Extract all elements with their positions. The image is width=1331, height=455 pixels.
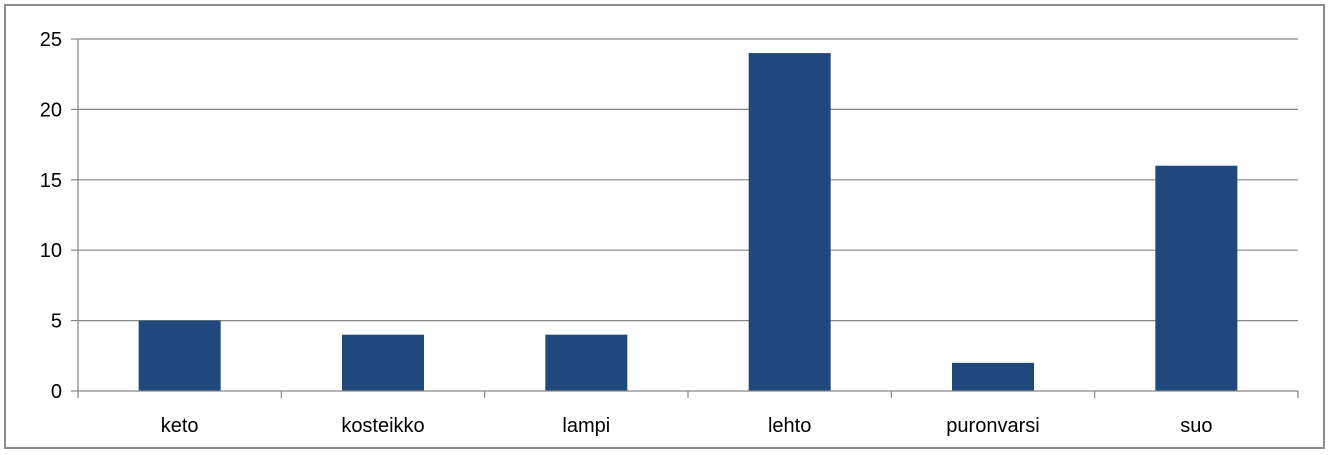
y-tick-label: 15 xyxy=(40,170,62,192)
x-category-label: lehto xyxy=(768,415,811,437)
x-category-label: keto xyxy=(161,415,199,437)
bars xyxy=(138,53,1238,391)
gridlines xyxy=(78,38,1298,322)
x-category-label: lampi xyxy=(562,415,610,437)
bar-lehto xyxy=(748,53,831,391)
y-tick-label: 10 xyxy=(40,240,62,262)
y-tick-label: 20 xyxy=(40,99,62,121)
chart-frame xyxy=(4,4,1325,449)
x-category-label: suo xyxy=(1180,415,1212,437)
y-axis-ticks: 0 5 10 15 20 25 xyxy=(40,29,78,403)
x-axis-labels: keto kosteikko lampi lehto puronvarsi suo xyxy=(161,415,1213,437)
x-category-label: puronvarsi xyxy=(946,415,1039,437)
y-tick-label: 0 xyxy=(51,381,62,403)
bar-keto xyxy=(138,320,221,391)
bar-suo xyxy=(1155,165,1238,391)
axes xyxy=(77,39,1299,398)
bar-lampi xyxy=(545,334,628,391)
y-tick-label: 5 xyxy=(51,311,62,333)
bar-kosteikko xyxy=(342,334,424,391)
x-category-label: kosteikko xyxy=(341,415,424,437)
bar-puronvarsi xyxy=(952,362,1034,391)
y-tick-label: 25 xyxy=(40,29,62,51)
